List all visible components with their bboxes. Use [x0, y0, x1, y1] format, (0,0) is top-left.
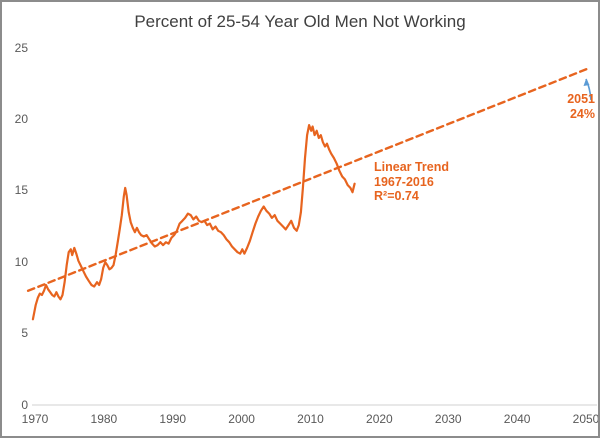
y-tick-label-25: 25 — [14, 40, 28, 55]
x-tick-label-2020: 2020 — [366, 412, 393, 426]
linear-trend-line — [26, 66, 591, 292]
x-tick-label-2030: 2030 — [434, 412, 462, 426]
trend-endpoint-arrow-icon — [583, 78, 592, 101]
series-layer — [26, 66, 597, 406]
chart-title: Percent of 25-54 Year Old Men Not Workin… — [134, 12, 466, 31]
x-tick-label-2040: 2040 — [503, 412, 531, 426]
x-tick-label-2050: 2050 — [572, 412, 600, 426]
percent-not-working-line — [31, 123, 356, 321]
x-tick-label-2010: 2010 — [297, 412, 324, 426]
x-tick-label-1990: 1990 — [159, 412, 187, 426]
endpoint-annotation-year: 2051 — [567, 92, 595, 106]
y-tick-label-15: 15 — [14, 183, 28, 198]
trend-annotation-line3: R²=0.74 — [374, 189, 419, 203]
y-tick-label-10: 10 — [14, 254, 28, 269]
trend-annotation-line2: 1967-2016 — [374, 174, 434, 189]
x-tick-label-1970: 1970 — [21, 412, 49, 426]
endpoint-annotation-value: 24% — [569, 107, 595, 121]
trend-annotation-line1: Linear Trend — [374, 160, 450, 174]
y-tick-label-0: 0 — [21, 397, 28, 412]
trend-annotation: Linear Trend 1967-2016 R²=0.74 — [374, 160, 449, 204]
trend-endpoint-annotation: 2051 24% — [567, 92, 595, 122]
x-tick-label-1980: 1980 — [90, 412, 118, 426]
y-tick-label-20: 20 — [14, 111, 28, 126]
x-tick-label-2000: 2000 — [228, 412, 255, 426]
y-tick-label-5: 5 — [21, 326, 28, 341]
